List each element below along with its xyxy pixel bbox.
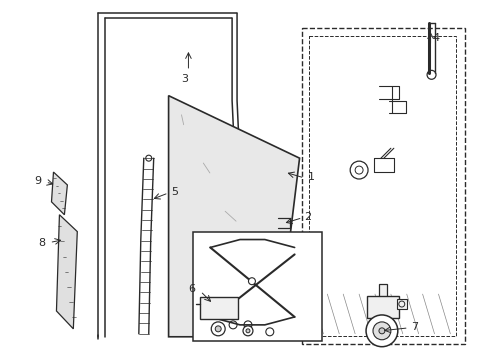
- Bar: [200, 297, 238, 319]
- Polygon shape: [51, 172, 67, 215]
- Bar: [309, 36, 455, 336]
- Circle shape: [248, 278, 255, 285]
- Text: 7: 7: [410, 322, 417, 332]
- Circle shape: [243, 326, 252, 336]
- Text: 6: 6: [188, 284, 195, 294]
- Circle shape: [366, 315, 397, 347]
- Circle shape: [265, 328, 273, 336]
- Bar: [378, 284, 386, 298]
- Circle shape: [211, 322, 224, 336]
- Text: 5: 5: [171, 187, 178, 197]
- Polygon shape: [56, 215, 77, 329]
- Bar: [396, 299, 406, 309]
- Text: 9: 9: [34, 176, 41, 186]
- Circle shape: [215, 326, 221, 332]
- Bar: [193, 231, 322, 341]
- Text: 8: 8: [38, 238, 45, 248]
- Polygon shape: [168, 96, 299, 337]
- Circle shape: [245, 329, 249, 333]
- Text: 4: 4: [432, 33, 439, 43]
- Text: 3: 3: [181, 74, 187, 84]
- Circle shape: [372, 322, 390, 340]
- Text: 2: 2: [304, 212, 311, 222]
- Bar: [301, 28, 464, 344]
- Bar: [366, 296, 398, 318]
- Text: 1: 1: [307, 172, 314, 182]
- Circle shape: [378, 328, 384, 334]
